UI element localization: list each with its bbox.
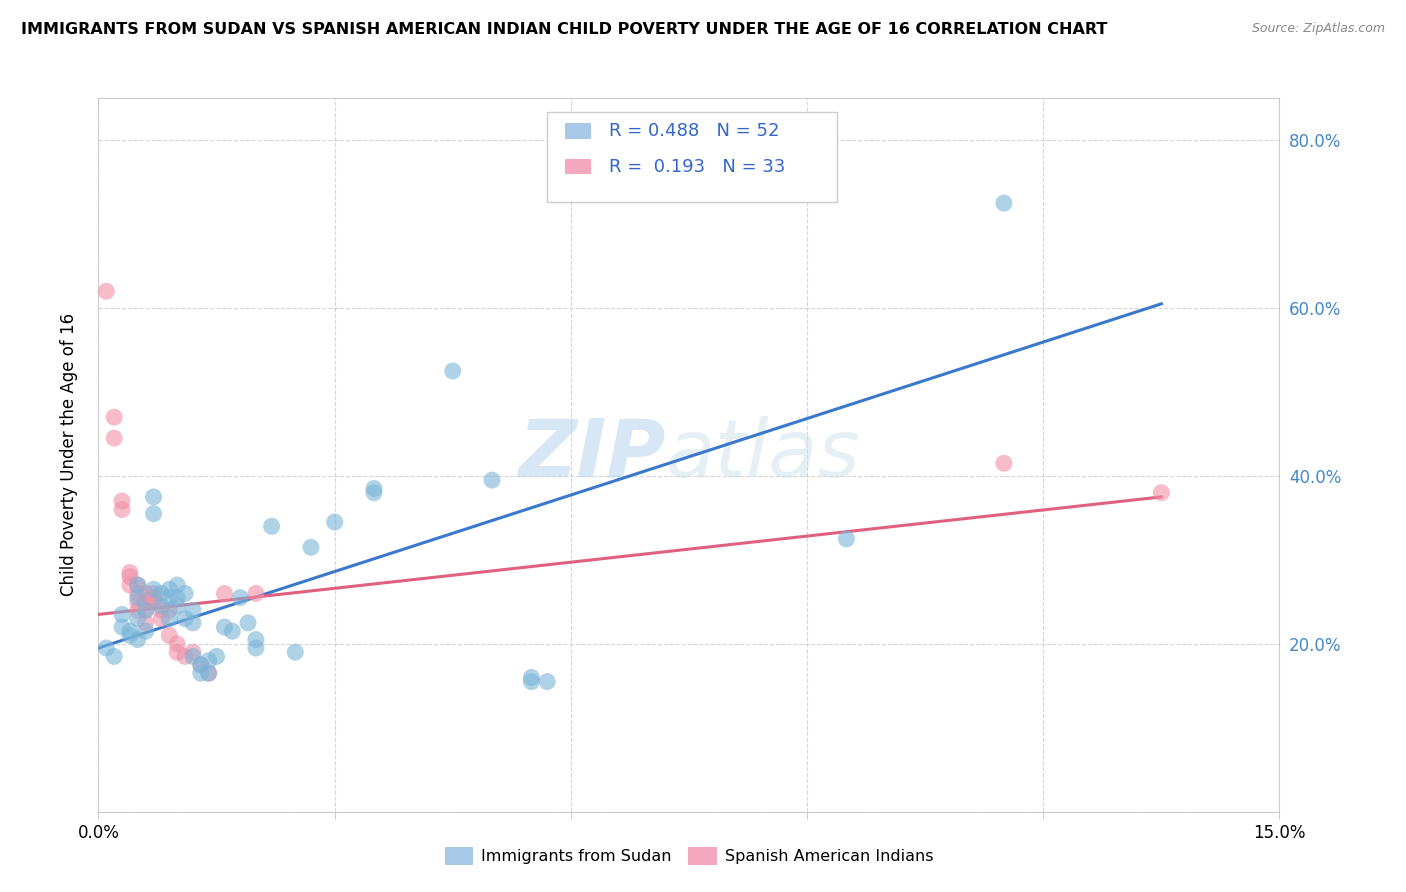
Text: IMMIGRANTS FROM SUDAN VS SPANISH AMERICAN INDIAN CHILD POVERTY UNDER THE AGE OF : IMMIGRANTS FROM SUDAN VS SPANISH AMERICA… — [21, 22, 1108, 37]
FancyBboxPatch shape — [565, 159, 591, 175]
Point — [157, 591, 180, 605]
Point — [205, 649, 228, 664]
Point — [323, 515, 346, 529]
Point — [181, 615, 204, 630]
Point — [150, 612, 173, 626]
Point — [127, 591, 149, 605]
Point — [993, 456, 1015, 470]
Point — [174, 649, 197, 664]
Point — [190, 657, 212, 672]
Text: atlas: atlas — [665, 416, 860, 494]
Point — [111, 494, 134, 508]
Point — [166, 578, 188, 592]
Point — [157, 628, 180, 642]
Text: R = 0.488   N = 52: R = 0.488 N = 52 — [609, 122, 779, 140]
Point — [299, 541, 322, 555]
Point — [993, 196, 1015, 211]
Point — [135, 603, 157, 617]
Point — [190, 657, 212, 672]
Point — [157, 612, 180, 626]
Text: ZIP: ZIP — [517, 416, 665, 494]
Point — [118, 569, 141, 583]
Point — [135, 595, 157, 609]
Point — [150, 586, 173, 600]
Point — [236, 615, 259, 630]
Point — [127, 578, 149, 592]
Point — [245, 586, 267, 600]
Point — [142, 586, 165, 600]
Point — [166, 591, 188, 605]
Point — [190, 666, 212, 681]
Point — [363, 482, 385, 496]
Point — [142, 582, 165, 597]
Point — [103, 649, 125, 664]
Point — [118, 566, 141, 580]
Point — [229, 591, 252, 605]
Point — [245, 632, 267, 647]
Point — [127, 578, 149, 592]
Text: R =  0.193   N = 33: R = 0.193 N = 33 — [609, 158, 785, 176]
Point — [166, 645, 188, 659]
Point — [181, 649, 204, 664]
Point — [181, 645, 204, 659]
Point — [363, 485, 385, 500]
Point — [127, 595, 149, 609]
Point — [174, 612, 197, 626]
FancyBboxPatch shape — [565, 123, 591, 139]
Point — [197, 666, 219, 681]
Point — [127, 603, 149, 617]
Point — [111, 620, 134, 634]
Point — [142, 591, 165, 605]
Point — [520, 670, 543, 684]
Point — [103, 410, 125, 425]
Point — [520, 674, 543, 689]
Point — [214, 620, 236, 634]
Point — [96, 640, 118, 655]
Point — [150, 603, 173, 617]
Point — [197, 666, 219, 681]
Point — [118, 624, 141, 639]
Point — [284, 645, 307, 659]
Point — [157, 582, 180, 597]
Point — [135, 624, 157, 639]
Point — [127, 632, 149, 647]
Point — [111, 607, 134, 622]
Point — [1150, 485, 1173, 500]
Y-axis label: Child Poverty Under the Age of 16: Child Poverty Under the Age of 16 — [59, 313, 77, 597]
Point — [135, 615, 157, 630]
Point — [150, 599, 173, 613]
Point — [118, 628, 141, 642]
Legend: Immigrants from Sudan, Spanish American Indians: Immigrants from Sudan, Spanish American … — [439, 840, 939, 871]
Point — [260, 519, 283, 533]
Point — [166, 599, 188, 613]
Point — [166, 637, 188, 651]
Point — [111, 502, 134, 516]
Point — [245, 640, 267, 655]
Point — [127, 612, 149, 626]
Point — [127, 586, 149, 600]
Point — [142, 490, 165, 504]
Point — [441, 364, 464, 378]
Point — [157, 603, 180, 617]
FancyBboxPatch shape — [547, 112, 837, 202]
Point — [118, 578, 141, 592]
Point — [103, 431, 125, 445]
Point — [536, 674, 558, 689]
Point — [481, 473, 503, 487]
Point — [214, 586, 236, 600]
Point — [135, 586, 157, 600]
Point — [96, 284, 118, 298]
Point — [174, 586, 197, 600]
Point — [197, 654, 219, 668]
Point — [142, 507, 165, 521]
Point — [142, 595, 165, 609]
Point — [135, 603, 157, 617]
Point — [835, 532, 858, 546]
Point — [221, 624, 243, 639]
Text: Source: ZipAtlas.com: Source: ZipAtlas.com — [1251, 22, 1385, 36]
Point — [181, 603, 204, 617]
